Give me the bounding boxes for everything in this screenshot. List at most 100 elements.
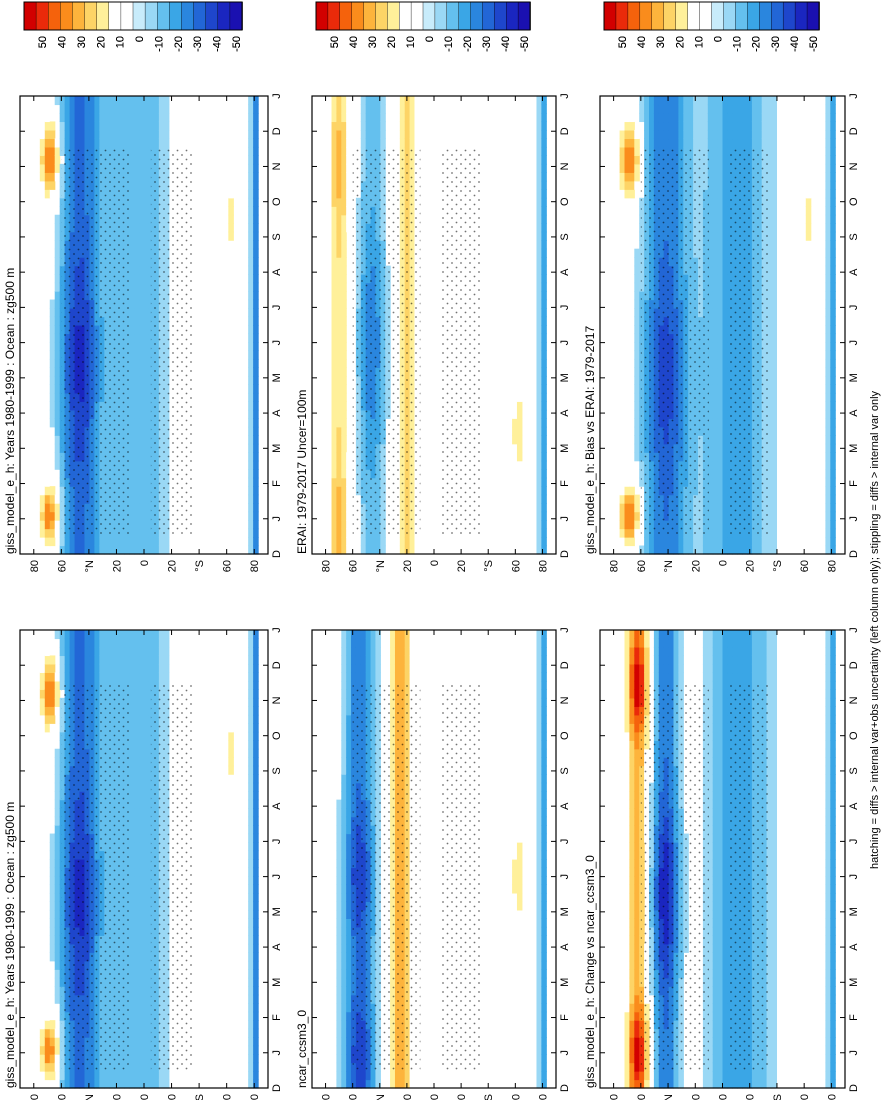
- heatmap-cell: [99, 1071, 105, 1081]
- heatmap-cell: [541, 926, 547, 936]
- heatmap-cell: [404, 672, 411, 682]
- heatmap-cell: [336, 460, 342, 470]
- heatmap-cell: [54, 833, 61, 843]
- heatmap-cell: [223, 172, 229, 182]
- heatmap-cell: [59, 537, 66, 547]
- lat-tick-label: 80: [249, 560, 261, 572]
- heatmap-cell: [129, 392, 135, 402]
- lat-tick-label: 0: [139, 560, 151, 566]
- heatmap-cell: [223, 782, 229, 792]
- heatmap-cell: [129, 367, 135, 377]
- heatmap-cell: [84, 121, 91, 131]
- heatmap-cell: [134, 112, 140, 123]
- heatmap-cell: [253, 180, 259, 190]
- heatmap-cell: [253, 646, 259, 657]
- colorbar-swatch: [205, 1, 219, 31]
- heatmap-cell: [331, 206, 337, 216]
- heatmap-cell: [248, 469, 254, 479]
- heatmap-cell: [139, 765, 145, 775]
- heatmap-cell: [341, 808, 347, 818]
- heatmap-cell: [248, 782, 254, 792]
- heatmap-cell: [336, 1011, 342, 1021]
- heatmap-cell: [253, 638, 259, 648]
- heatmap-cell: [144, 663, 150, 674]
- heatmap-cell: [248, 680, 254, 690]
- heatmap-cell: [331, 401, 337, 411]
- heatmap-cell: [158, 104, 165, 114]
- heatmap-cell: [54, 952, 61, 962]
- heatmap-cell: [253, 926, 259, 936]
- heatmap-cell: [370, 630, 377, 640]
- month-tick-label: O: [559, 197, 571, 206]
- heatmap-cell: [341, 308, 347, 318]
- heatmap-cell: [114, 1071, 120, 1081]
- heatmap-cell: [54, 969, 61, 979]
- heatmap-cell: [512, 833, 518, 843]
- heatmap-cell: [144, 935, 150, 945]
- colorbar-label: 50: [37, 36, 49, 48]
- heatmap-cell: [541, 206, 547, 216]
- heatmap-cell: [134, 197, 140, 207]
- heatmap-cell: [148, 672, 155, 682]
- heatmap-cell: [331, 528, 337, 538]
- heatmap-cell: [409, 537, 416, 547]
- heatmap-cell: [129, 121, 135, 131]
- heatmap-cell: [360, 104, 367, 114]
- heatmap-cell: [341, 486, 347, 496]
- heatmap-cell: [253, 740, 259, 750]
- heatmap-cell: [341, 926, 347, 936]
- heatmap-cell: [331, 367, 337, 377]
- heatmap-cell: [54, 680, 61, 690]
- heatmap-cell: [248, 918, 254, 928]
- heatmap-cell: [541, 842, 547, 852]
- heatmap-cell: [79, 112, 86, 123]
- heatmap-cell: [341, 774, 347, 784]
- heatmap-cell: [129, 112, 135, 123]
- month-tick-label: A: [271, 802, 283, 810]
- heatmap-cell: [331, 341, 337, 352]
- heatmap-cell: [54, 765, 61, 775]
- heatmap-cell: [536, 112, 542, 123]
- heatmap-cell: [253, 825, 259, 835]
- heatmap-cell: [139, 367, 145, 377]
- colorbar-swatch: [72, 1, 86, 31]
- heatmap-cell: [144, 409, 150, 419]
- heatmap-cell: [253, 943, 259, 953]
- heatmap-cell: [144, 799, 150, 809]
- heatmap-cell: [536, 1071, 542, 1081]
- heatmap-cell: [326, 392, 333, 402]
- heatmap-cell: [44, 1037, 51, 1047]
- heatmap-cell: [39, 503, 46, 513]
- heatmap-cell: [39, 520, 46, 530]
- heatmap-cell: [129, 494, 135, 504]
- heatmap-cell: [536, 714, 542, 724]
- month-tick-label: M: [271, 373, 283, 382]
- heatmap-cell: [541, 1037, 547, 1047]
- heatmap-cell: [139, 520, 145, 530]
- heatmap-cell: [64, 1079, 71, 1089]
- heatmap-cell: [253, 799, 259, 809]
- heatmap-cell: [404, 537, 411, 547]
- heatmap-cell: [375, 138, 381, 148]
- heatmap-cell: [119, 138, 125, 148]
- heatmap-cell: [144, 816, 150, 826]
- heatmap-cell: [253, 842, 259, 852]
- heatmap-cell: [158, 121, 165, 131]
- heatmap-cell: [109, 129, 115, 140]
- heatmap-cell: [49, 909, 56, 919]
- heatmap-cell: [341, 892, 347, 903]
- heatmap-cell: [541, 1011, 547, 1021]
- heatmap-cell: [114, 138, 120, 148]
- heatmap-cell: [512, 443, 518, 453]
- heatmap-cell: [536, 1037, 542, 1047]
- heatmap-cell: [84, 672, 91, 682]
- heatmap-cell: [134, 486, 140, 496]
- heatmap-cell: [139, 833, 145, 843]
- heatmap-cell: [134, 943, 140, 953]
- heatmap-cell: [404, 655, 411, 665]
- heatmap-cell: [516, 884, 523, 894]
- heatmap-cell: [54, 892, 61, 903]
- heatmap-cell: [144, 358, 150, 369]
- heatmap-cell: [253, 214, 259, 224]
- heatmap-cell: [253, 308, 259, 318]
